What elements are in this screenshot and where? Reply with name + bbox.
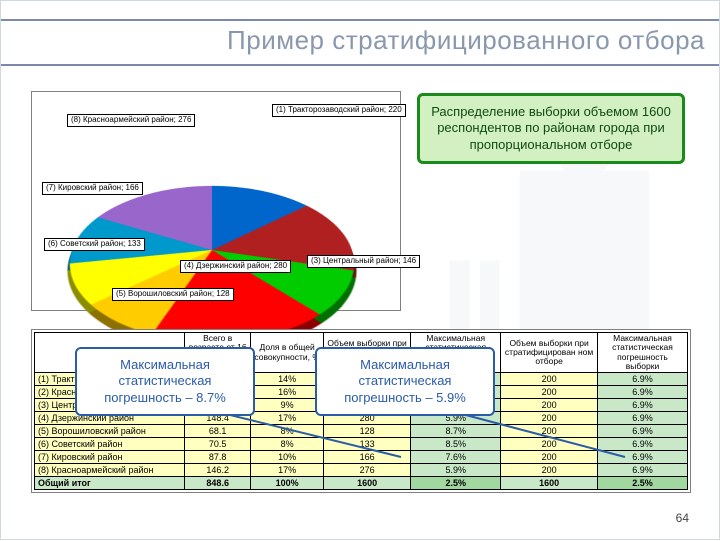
- cell: 6.9%: [598, 425, 688, 438]
- pie-slice-label: (5) Ворошиловский район; 128: [112, 288, 234, 301]
- cell: (8) Красноармейский район: [35, 464, 185, 477]
- callout-error-right-text: Максимальная статистическая погрешность …: [344, 357, 466, 405]
- cell: 6.9%: [598, 373, 688, 386]
- cell: 2.5%: [411, 477, 501, 490]
- cell: 70.5: [185, 438, 251, 451]
- cell: 200: [501, 464, 598, 477]
- cell: 6.9%: [598, 438, 688, 451]
- cell: 200: [501, 386, 598, 399]
- cell: 68.1: [185, 425, 251, 438]
- callout-error-left: Максимальная статистическая погрешность …: [75, 347, 255, 416]
- pie-slice-label: (4) Дзержинский район; 280: [180, 260, 291, 273]
- col-header: Объем выборки при стратифицирован ном от…: [501, 333, 598, 373]
- cell: 6.9%: [598, 386, 688, 399]
- callout-error-left-text: Максимальная статистическая погрешность …: [104, 357, 226, 405]
- table-total-row: Общий итог848.6100%16002.5%16002.5%: [35, 477, 688, 490]
- cell: 166: [323, 451, 410, 464]
- cell: 133: [323, 438, 410, 451]
- callout-distribution-text: Распределение выборки объемом 1600 респо…: [431, 104, 671, 152]
- cell: 146.2: [185, 464, 251, 477]
- cell: 87.8: [185, 451, 251, 464]
- pie-slice-label: (3) Центральный район; 146: [307, 255, 420, 268]
- cell: 2.5%: [598, 477, 688, 490]
- table-row: (8) Красноармейский район146.217%2765.9%…: [35, 464, 688, 477]
- cell: 14%: [251, 373, 324, 386]
- cell: 16%: [251, 386, 324, 399]
- table-row: (5) Ворошиловский район68.18%1288.7%2006…: [35, 425, 688, 438]
- table-row: (7) Кировский район87.810%1667.6%2006.9%: [35, 451, 688, 464]
- cell: (6) Советский район: [35, 438, 185, 451]
- cell: 6.9%: [598, 412, 688, 425]
- cell: 8.7%: [411, 425, 501, 438]
- cell: 200: [501, 399, 598, 412]
- cell: 5.9%: [411, 464, 501, 477]
- cell: 8%: [251, 425, 324, 438]
- cell: (5) Ворошиловский район: [35, 425, 185, 438]
- pie-holder: (1) Тракторозаводский район; 220(3) Цент…: [72, 110, 352, 280]
- cell: 10%: [251, 451, 324, 464]
- cell: 200: [501, 451, 598, 464]
- cell: 200: [501, 412, 598, 425]
- cell: (7) Кировский район: [35, 451, 185, 464]
- callout-error-right: Максимальная статистическая погрешность …: [315, 347, 495, 416]
- cell: 17%: [251, 464, 324, 477]
- slide-title: Пример стратифицированного отбора: [1, 25, 705, 56]
- cell: Общий итог: [35, 477, 185, 490]
- cell: 6.9%: [598, 451, 688, 464]
- callout-distribution: Распределение выборки объемом 1600 респо…: [417, 93, 685, 164]
- cell: 6.9%: [598, 464, 688, 477]
- cell: 7.6%: [411, 451, 501, 464]
- cell: 128: [323, 425, 410, 438]
- cell: 276: [323, 464, 410, 477]
- table-row: (6) Советский район70.58%1338.5%2006.9%: [35, 438, 688, 451]
- page-number: 64: [676, 511, 689, 525]
- title-bar: Пример стратифицированного отбора: [1, 19, 719, 66]
- pie-slice-label: (1) Тракторозаводский район; 220: [272, 104, 406, 117]
- cell: 8%: [251, 438, 324, 451]
- cell: 100%: [251, 477, 324, 490]
- cell: 9%: [251, 399, 324, 412]
- pie-slice-label: (8) Красноармейский район; 276: [67, 114, 195, 127]
- cell: 200: [501, 425, 598, 438]
- col-header: Максимальная статистическая погрешность …: [598, 333, 688, 373]
- cell: 17%: [251, 412, 324, 425]
- pie-chart: (1) Тракторозаводский район; 220(3) Цент…: [31, 91, 401, 311]
- cell: 200: [501, 438, 598, 451]
- cell: 1600: [501, 477, 598, 490]
- slide: Пример стратифицированного отбора (1) Тр…: [0, 0, 720, 540]
- cell: 8.5%: [411, 438, 501, 451]
- cell: 6.9%: [598, 399, 688, 412]
- pie-slice-label: (6) Советский район; 133: [44, 238, 145, 251]
- cell: 1600: [323, 477, 410, 490]
- cell: 200: [501, 373, 598, 386]
- col-header: Доля в общей совокупности, %: [251, 333, 324, 373]
- pie-slice-label: (7) Кировский район; 166: [42, 182, 143, 195]
- cell: 848.6: [185, 477, 251, 490]
